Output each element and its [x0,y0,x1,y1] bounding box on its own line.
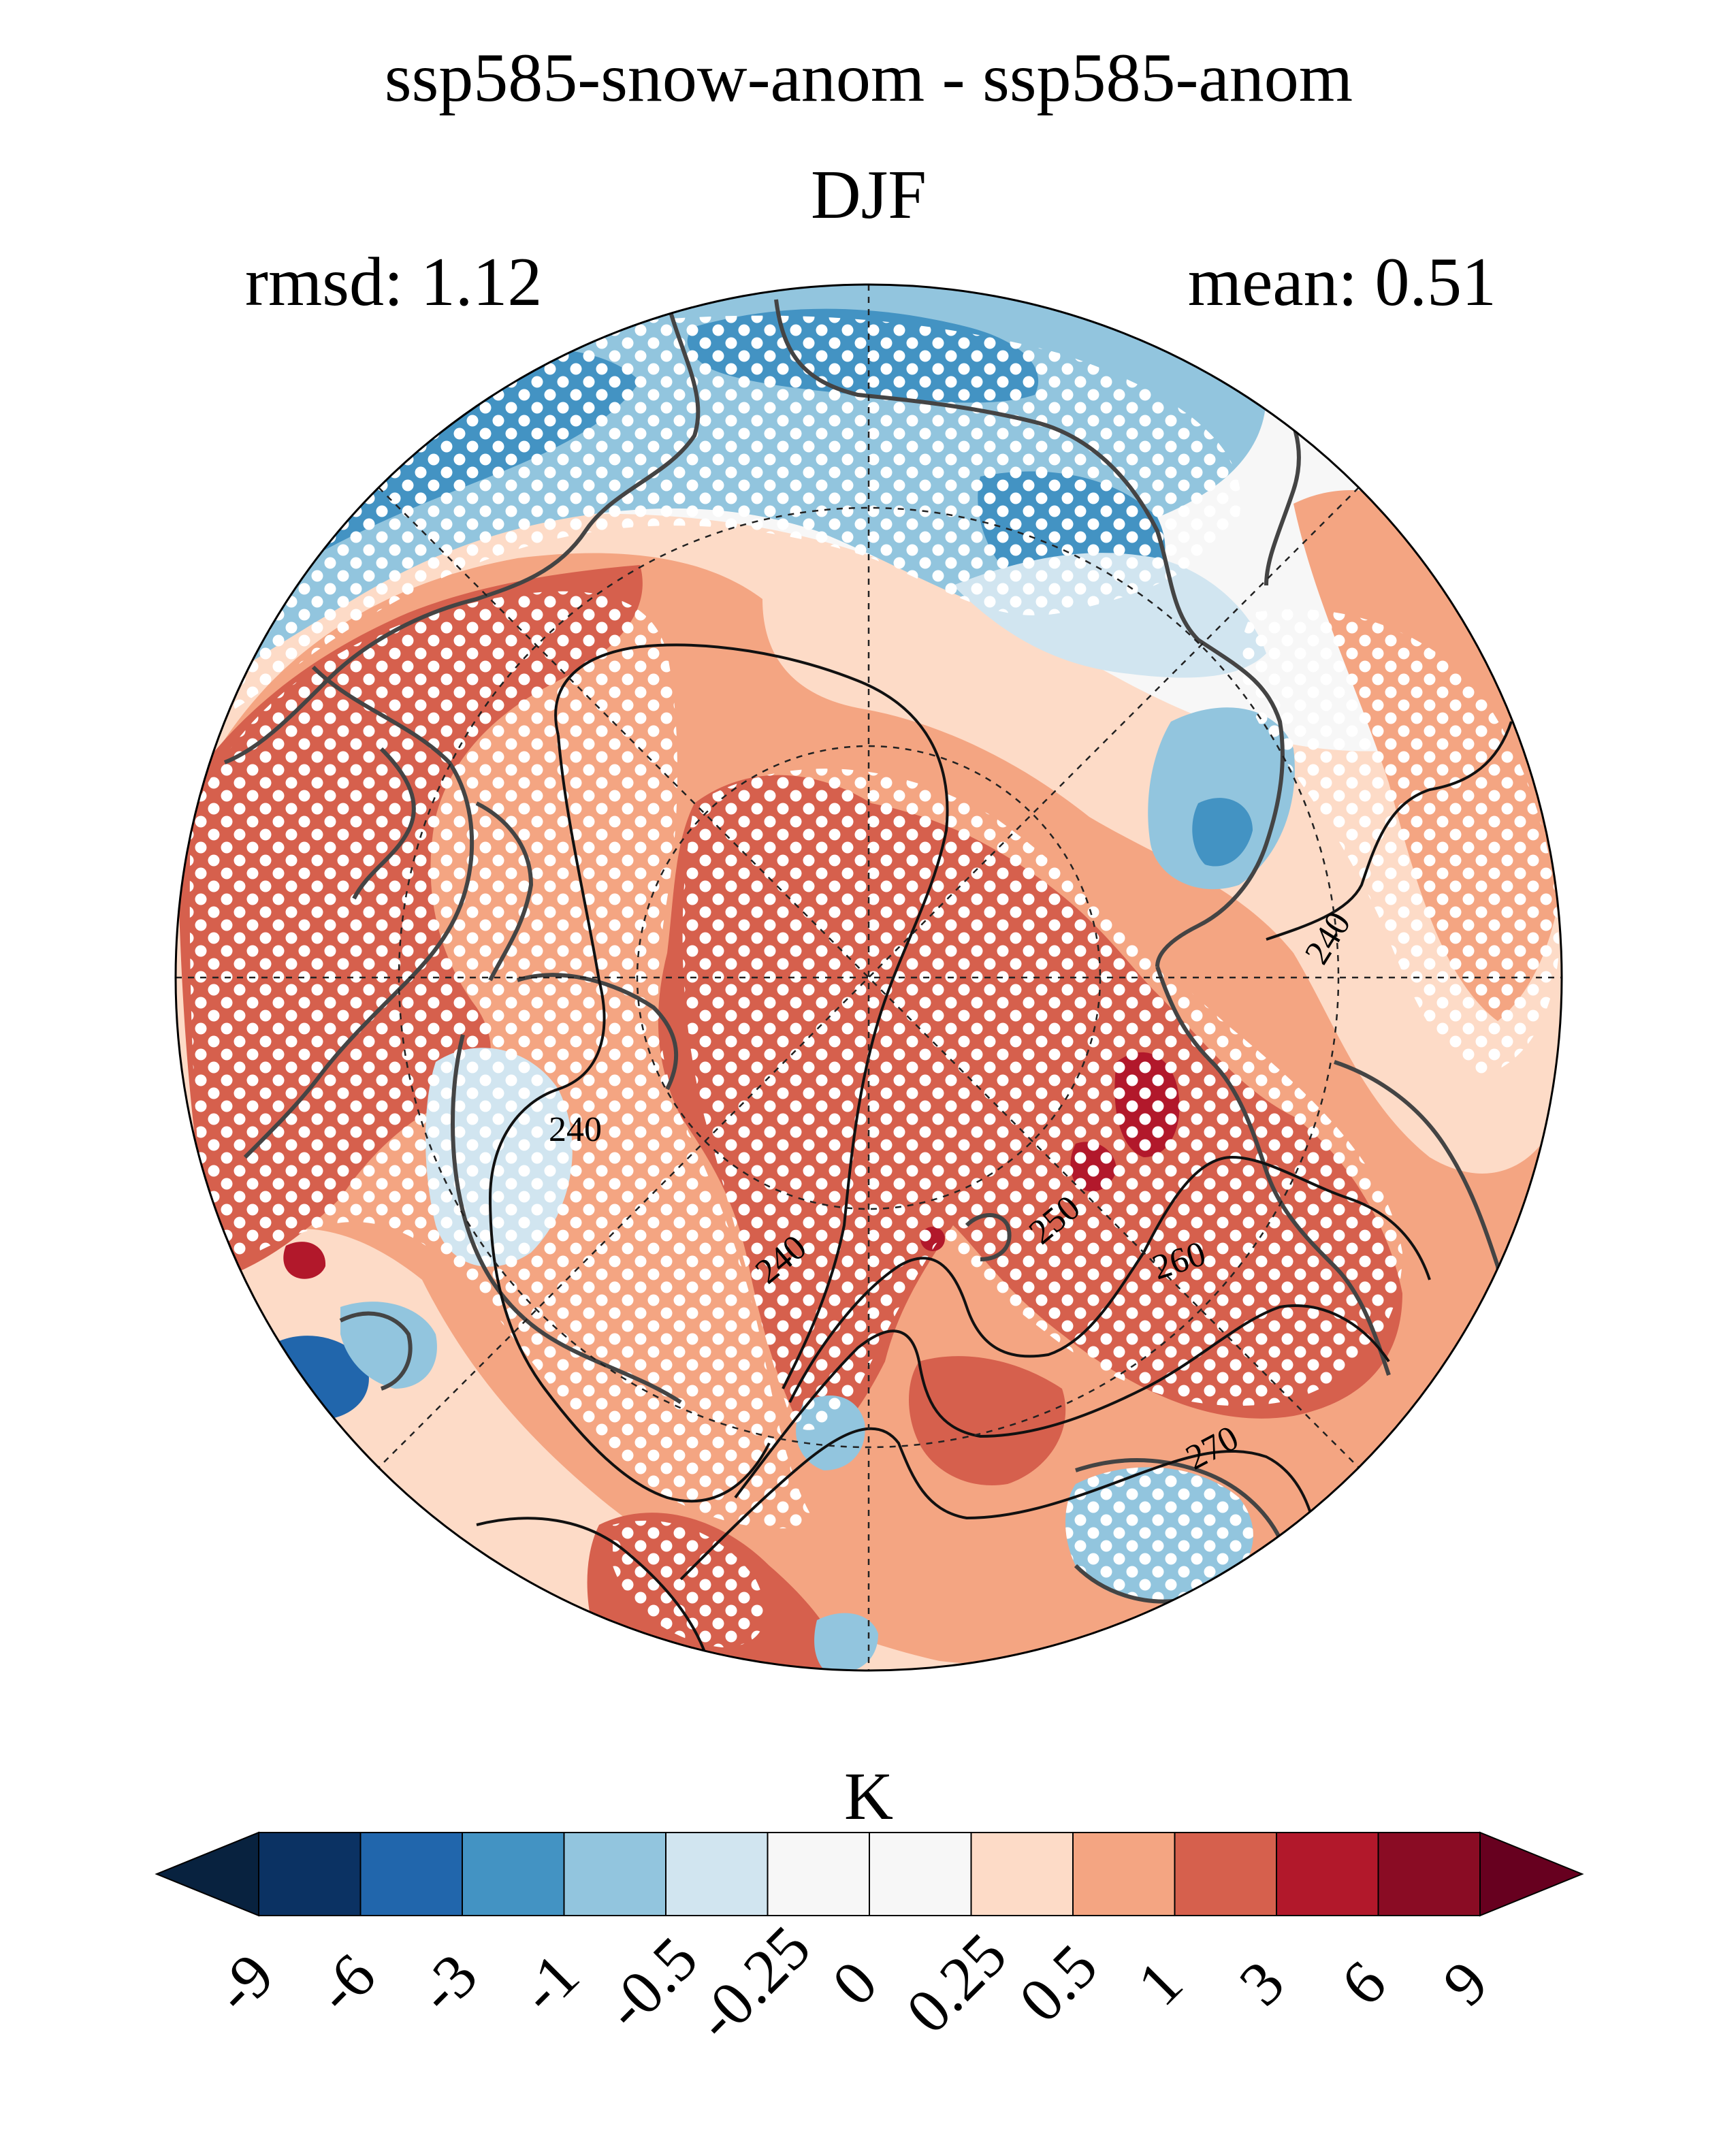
colorbar-tick-labels: -9 -6 -3 -1-0.5-0.250 0.250.5 1 3 6 9 [201,1912,1500,2054]
warm-pacific-patch [909,1356,1066,1485]
season-label: DJF [811,157,927,233]
cool-southwest-rim [340,1302,437,1389]
contour-label: 240 [549,1110,602,1149]
colorbar-unit-label: K [844,1758,893,1834]
colorbar-tick-label: -9 [201,1940,287,2026]
contour-240-c [1266,721,1513,941]
colorbar-bin [1072,1832,1176,1916]
colorbar-tick-label: -0.5 [592,1924,711,2043]
map-boundary [174,283,1563,1672]
contour-270 [679,1427,1315,1581]
colorbar-bin [462,1832,565,1916]
colorbar-tick-label: -1 [506,1940,592,2026]
colorbar-extend-low [155,1831,259,1917]
colorbar-bin [869,1832,972,1916]
colorbar-tick-label: 0 [819,1948,890,2019]
isotherm-contours [476,516,1526,1662]
colorbar-tick-label: 3 [1226,1948,1298,2019]
cold-south-2 [814,1613,878,1671]
contour-240-b [488,735,771,1503]
colorbar-tick-label: -0.25 [682,1912,824,2054]
colorbar-tick-label: -6 [302,1940,388,2026]
colorbar-tick-label: 0.25 [893,1920,1020,2046]
colorbar-bin [1276,1832,1379,1916]
polar-map: 240 240 240 250 260 270 [174,283,1563,1672]
mean-stat: mean: 0.51 [1188,244,1496,321]
graticule [176,285,1562,1671]
contour-240-a [554,643,949,1389]
colorbar-tick-label: 0.5 [1006,1931,1110,2035]
colorbar-bin [1174,1832,1277,1916]
colorbar-bin [563,1832,666,1916]
colorbar-bin [359,1832,463,1916]
contour-250 [788,1155,1431,1403]
hot-spot-west [283,1242,326,1279]
colorbar: K -9 -6 -3 -1-0.5-0.250 0.250.5 1 3 6 9 [155,1758,1584,2054]
colorbar-bin [665,1832,769,1916]
colorbar-tick-label: 9 [1430,1948,1501,2019]
colorbar-tick-label: -3 [404,1940,490,2026]
contour-260 [734,1304,1390,1499]
colorbar-bin [970,1832,1074,1916]
colorbar-tick-label: 1 [1124,1948,1195,2019]
colorbar-extend-high [1479,1831,1584,1917]
rmsd-stat: rmsd: 1.12 [245,244,542,321]
colorbar-bin [258,1832,361,1916]
colorbar-bin [767,1832,870,1916]
map-title: ssp585-snow-anom - ssp585-anom [385,39,1353,116]
colorbar-tick-label: 6 [1328,1948,1399,2019]
coastlines [223,299,1502,1604]
contour-southwest [476,1517,709,1662]
colorbar-bin [1377,1832,1481,1916]
colorbar-bins [155,1831,1584,1917]
cold-east-canada-deep [1192,798,1253,867]
